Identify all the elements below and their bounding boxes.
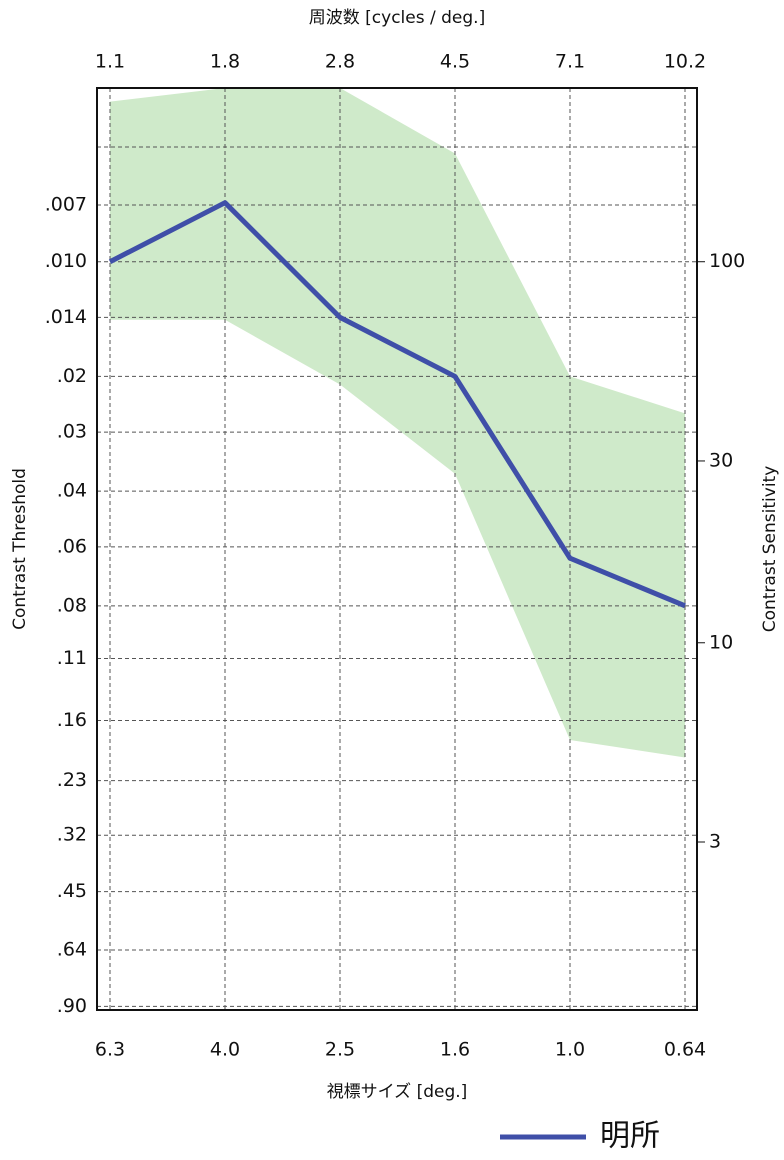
y2-axis-title: Contrast Sensitivity — [760, 466, 780, 633]
y-tick-label: .007 — [45, 194, 87, 216]
x-tick-label: 6.3 — [95, 1039, 125, 1061]
x2-tick-label: 2.8 — [325, 51, 355, 73]
y-tick-label: .04 — [57, 480, 87, 502]
legend-label: 明所 — [600, 1119, 660, 1154]
x2-axis-title: 周波数 [cycles / deg.] — [309, 8, 485, 28]
y-tick-label: .16 — [57, 709, 87, 731]
x-tick-label: 1.6 — [440, 1039, 470, 1061]
x-tick-label: 2.5 — [325, 1039, 355, 1061]
series-line — [108, 200, 686, 609]
x-tick-label: 4.0 — [210, 1039, 240, 1061]
y-tick-label: .03 — [57, 421, 87, 443]
y-tick-label: .014 — [45, 306, 87, 328]
x2-tick-label: 4.5 — [440, 51, 470, 73]
y-tick-label: .32 — [57, 824, 87, 846]
range-band — [110, 88, 685, 758]
y-tick-label: .06 — [57, 535, 87, 557]
y-tick-label: .08 — [57, 594, 87, 616]
y2-tick-label: 100 — [709, 250, 745, 272]
y-tick-label: .90 — [57, 995, 87, 1017]
y-tick-label: .010 — [45, 250, 87, 272]
y-tick-label: .45 — [57, 880, 87, 902]
x2-tick-label: 1.1 — [95, 51, 125, 73]
y2-tick-label: 10 — [709, 631, 733, 653]
plot-frame — [96, 87, 698, 1011]
y-tick-label: .11 — [57, 647, 87, 669]
x2-tick-label: 7.1 — [555, 51, 585, 73]
y-axis-title: Contrast Threshold — [10, 468, 30, 630]
y-tick-label: .64 — [57, 938, 87, 960]
x-tick-label: 1.0 — [555, 1039, 585, 1061]
y-tick-label: .23 — [57, 769, 87, 791]
x2-tick-label: 1.8 — [210, 51, 240, 73]
x-axis-title: 視標サイズ [deg.] — [327, 1082, 468, 1102]
y2-tick-label: 3 — [709, 831, 721, 853]
x-tick-label: 0.64 — [664, 1039, 706, 1061]
y-tick-label: .02 — [57, 365, 87, 387]
x2-tick-label: 10.2 — [664, 51, 706, 73]
y2-tick-label: 30 — [709, 449, 733, 471]
